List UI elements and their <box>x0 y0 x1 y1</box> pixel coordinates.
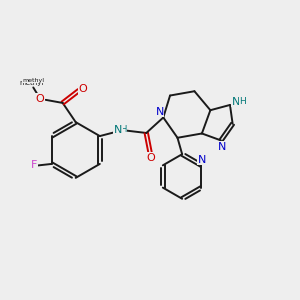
Text: N: N <box>155 107 164 117</box>
Text: N: N <box>114 125 122 135</box>
Text: N: N <box>198 155 206 165</box>
Text: O: O <box>146 153 155 163</box>
Text: F: F <box>31 160 37 170</box>
Text: N: N <box>218 142 226 152</box>
Text: H: H <box>121 125 127 134</box>
Text: N: N <box>232 97 240 107</box>
Text: methyl: methyl <box>20 80 44 86</box>
Text: methyl: methyl <box>22 78 44 83</box>
Text: H: H <box>240 98 246 106</box>
Text: O: O <box>78 84 87 94</box>
Text: O: O <box>36 94 44 103</box>
